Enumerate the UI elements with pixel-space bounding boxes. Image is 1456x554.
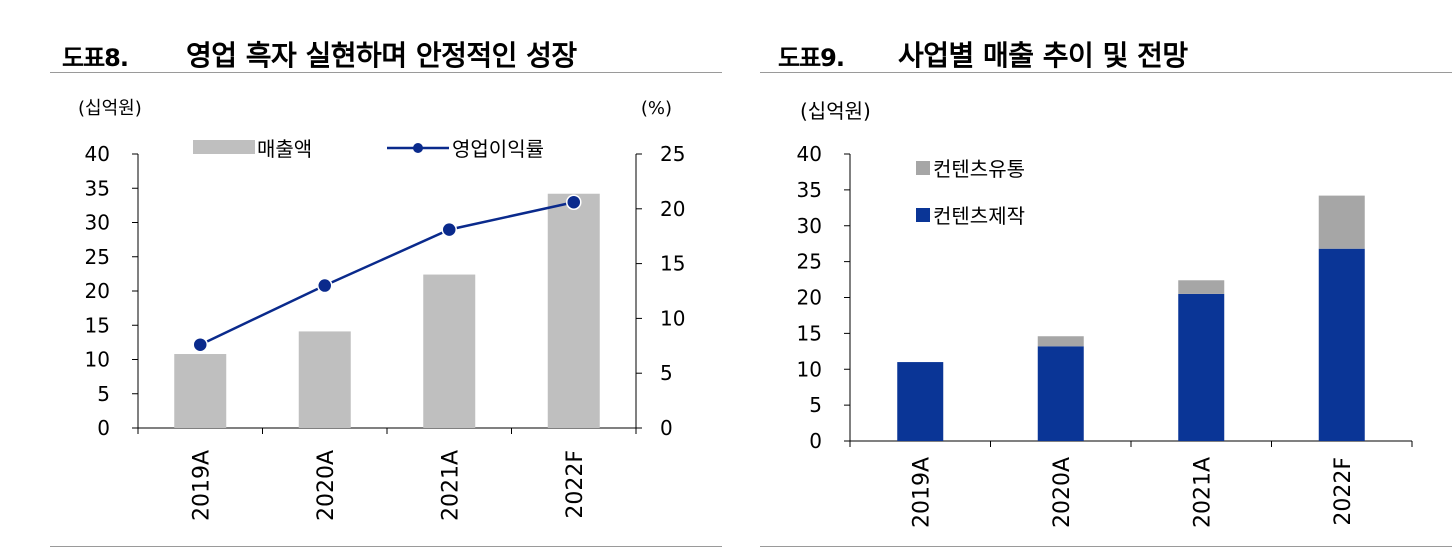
figure-9-header: 도표9. 사업별 매출 추이 및 전망 — [728, 30, 1456, 72]
y-axis-tick-label: 0 — [809, 429, 822, 453]
figure-8-bottom-rule — [50, 546, 722, 547]
figure-8-number: 도표8. — [62, 44, 129, 72]
x-axis-tick-label: 2022F — [1331, 457, 1356, 526]
distribution-bar — [1318, 195, 1365, 249]
x-axis-tick-label: 2022F — [563, 450, 588, 519]
right-axis-tick-label: 25 — [660, 142, 685, 166]
legend-production-label: 컨텐츠제작 — [933, 204, 1025, 228]
left-axis-tick-label: 15 — [85, 313, 110, 337]
figure-9-panel: 도표9. 사업별 매출 추이 및 전망 (십억원) 0 5 10 15 20 25 30 35 4… — [728, 0, 1456, 554]
margin-point — [317, 277, 333, 294]
distribution-bar — [1037, 336, 1084, 347]
revenue-bar — [423, 274, 476, 428]
y-axis-tick-label: 10 — [797, 357, 822, 381]
legend-margin-label: 영업이익률 — [452, 137, 544, 161]
x-axis-tick-label: 2021A — [438, 450, 463, 521]
production-bar — [1178, 293, 1225, 441]
left-axis-tick-label: 0 — [97, 416, 110, 440]
legend-revenue-label: 매출액 — [257, 137, 312, 161]
left-axis-unit: (십억원) — [78, 98, 142, 119]
right-axis-tick-label: 15 — [660, 252, 685, 276]
figure-8-panel: 도표8. 영업 흑자 실현하며 안정적인 성장 (십억원) (%) 0 5 10 15 20… — [0, 30, 728, 547]
production-bar — [897, 362, 944, 441]
segment-revenue-chart: (십억원) 0 5 10 15 20 25 30 35 40 2019A 2020A 2021A 2022… — [797, 99, 1413, 528]
legend-distribution-label: 컨텐츠유통 — [933, 157, 1025, 181]
right-axis-tick-label: 5 — [660, 361, 673, 385]
revenue-margin-chart: (십억원) (%) 0 5 10 15 20 25 30 35 40 0 5 10 15 20 25 2019A 2… — [78, 98, 685, 521]
left-axis-tick-label: 25 — [85, 245, 110, 269]
production-bar — [1037, 346, 1084, 441]
revenue-bar — [174, 354, 227, 428]
figure-9-bottom-rule — [760, 546, 1452, 547]
y-axis-unit: (십억원) — [800, 99, 871, 123]
right-axis-tick-label: 20 — [660, 197, 685, 221]
figure-8-header: 도표8. 영업 흑자 실현하며 안정적인 성장 — [0, 30, 728, 72]
y-axis-tick-label: 40 — [797, 142, 822, 166]
figure-9-number: 도표9. — [778, 44, 845, 72]
left-axis-tick-label: 10 — [85, 348, 110, 372]
y-axis-tick-label: 15 — [797, 321, 822, 345]
revenue-bar — [298, 331, 351, 428]
figure-8-top-rule — [50, 72, 722, 73]
y-axis-tick-label: 35 — [797, 178, 822, 202]
left-axis-tick-label: 5 — [97, 382, 110, 406]
x-axis-tick-label: 2020A — [314, 450, 339, 521]
x-axis-tick-label: 2019A — [189, 450, 214, 521]
distribution-bar — [1178, 280, 1225, 294]
x-axis-tick-label: 2021A — [1190, 457, 1215, 528]
right-axis-unit: (%) — [641, 98, 672, 119]
legend-production-swatch — [916, 208, 930, 222]
figure-9-title: 사업별 매출 추이 및 전망 — [898, 39, 1188, 72]
figure-8-title: 영업 흑자 실현하며 안정적인 성장 — [186, 39, 577, 72]
left-axis-tick-label: 40 — [85, 142, 110, 166]
margin-line — [199, 201, 575, 346]
left-axis-tick-label: 30 — [85, 211, 110, 235]
margin-point — [441, 221, 457, 238]
production-bar — [1318, 248, 1365, 441]
right-axis-tick-label: 10 — [660, 306, 685, 330]
y-axis-tick-label: 20 — [797, 286, 822, 310]
left-axis-tick-label: 20 — [85, 279, 110, 303]
margin-point — [566, 194, 582, 210]
margin-point — [192, 336, 208, 353]
y-axis-tick-label: 30 — [797, 214, 822, 238]
legend-margin-marker — [413, 143, 423, 153]
legend-distribution-swatch — [916, 161, 930, 175]
revenue-bar — [547, 193, 600, 428]
legend-revenue-swatch — [193, 140, 255, 154]
x-axis-tick-label: 2019A — [909, 457, 934, 528]
y-axis-tick-label: 25 — [797, 250, 822, 274]
left-axis-tick-label: 35 — [85, 176, 110, 200]
right-axis-tick-label: 0 — [660, 416, 673, 440]
x-axis-tick-label: 2020A — [1050, 457, 1075, 528]
figure-9-top-rule — [760, 72, 1452, 73]
y-axis-tick-label: 5 — [809, 393, 822, 417]
